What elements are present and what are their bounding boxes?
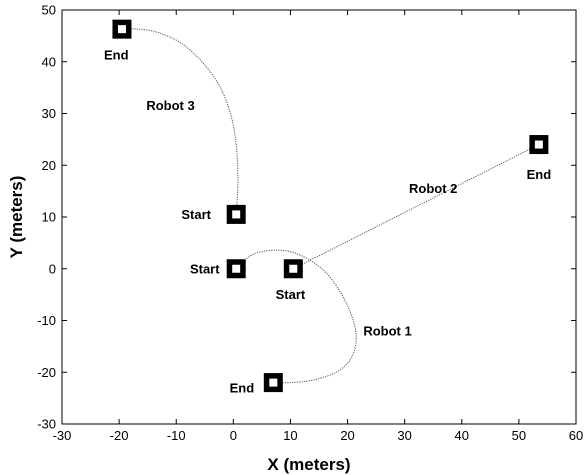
x-axis-title: X (meters): [267, 455, 350, 474]
y-tick-label: 40: [42, 54, 56, 69]
robot-2-start-label: Start: [276, 287, 306, 302]
x-tick-label: 20: [340, 428, 354, 443]
y-tick-label: -30: [37, 417, 56, 432]
robot-3-end-label: End: [104, 48, 129, 63]
x-tick-label: -30: [53, 428, 72, 443]
robot-2-start-marker: [283, 259, 303, 279]
robot-1-end-marker: [263, 373, 283, 393]
x-tick-label: -10: [167, 428, 186, 443]
robot-3-label: Robot 3: [146, 98, 194, 113]
x-axis-ticks: -30 -20 -10 0 10 20 30 40 50 60: [53, 10, 583, 443]
x-tick-label: -20: [110, 428, 129, 443]
y-tick-label: -10: [37, 313, 56, 328]
y-axis-ticks: -30 -20 -10 0 10 20 30 40 50: [37, 3, 576, 432]
y-tick-label: 0: [49, 261, 56, 276]
marker-center: [232, 264, 241, 273]
plot-area-border: [61, 9, 577, 425]
y-tick-label: -20: [37, 365, 56, 380]
annotation-group: Robot 3 Robot 2 Robot 1 End End Start Start Sta…: [104, 48, 551, 396]
marker-center: [117, 25, 126, 34]
x-tick-label: 30: [397, 428, 411, 443]
x-tick-label: 40: [455, 428, 469, 443]
marker-center: [232, 210, 241, 219]
robot-2-end-marker: [529, 135, 549, 155]
y-axis-title: Y (meters): [7, 176, 26, 259]
robot-3-path: [121, 28, 239, 215]
robot-1-path: [235, 249, 357, 384]
x-tick-label: 10: [283, 428, 297, 443]
robot-1-start-marker: [226, 259, 246, 279]
x-tick-label: 60: [569, 428, 583, 443]
marker-center: [269, 378, 278, 387]
y-tick-label: 50: [42, 3, 56, 18]
marker-center: [534, 140, 543, 149]
robot-3-start-label: Start: [181, 207, 211, 222]
y-tick-label: 20: [42, 158, 56, 173]
robot-1-label: Robot 1: [363, 323, 411, 338]
axes-frame: [61, 9, 577, 425]
robot-1-start-label: Start: [190, 261, 220, 276]
robot-2-end-label: End: [527, 167, 552, 182]
marker-group: [112, 19, 549, 393]
y-tick-label: 10: [42, 210, 56, 225]
x-tick-label: 0: [230, 428, 237, 443]
marker-center: [289, 264, 298, 273]
robot-2-label: Robot 2: [409, 181, 457, 196]
robot-1-end-label: End: [230, 380, 255, 395]
x-tick-label: 50: [512, 428, 526, 443]
series-group: [121, 28, 540, 384]
robot-2-path: [293, 144, 540, 270]
robot-3-end-marker: [112, 19, 132, 39]
robot-3-start-marker: [226, 204, 246, 224]
y-tick-label: 30: [42, 106, 56, 121]
